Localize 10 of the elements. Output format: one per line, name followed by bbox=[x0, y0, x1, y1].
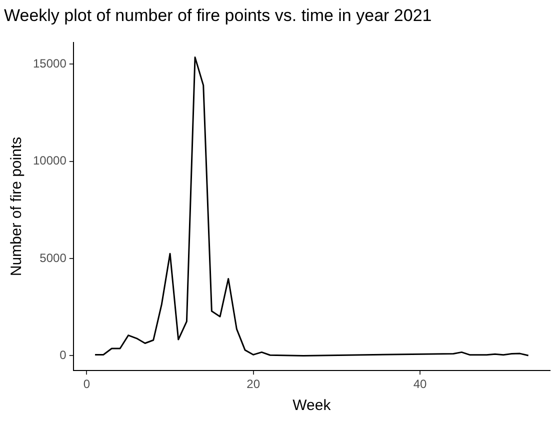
y-tick-label: 15000 bbox=[32, 56, 67, 70]
x-tick-label: 0 bbox=[83, 377, 90, 392]
x-tick-label: 40 bbox=[413, 377, 428, 392]
y-tick-label: 10000 bbox=[32, 154, 67, 168]
chart-title: Weekly plot of number of fire points vs. time in year 2021 bbox=[4, 6, 432, 25]
y-axis-title: Number of fire points bbox=[8, 136, 26, 276]
y-tick-label: 5000 bbox=[40, 250, 67, 265]
x-tick-label: 20 bbox=[246, 377, 260, 392]
y-tick-label: 0 bbox=[60, 348, 67, 362]
x-axis-title: Week bbox=[292, 397, 332, 414]
